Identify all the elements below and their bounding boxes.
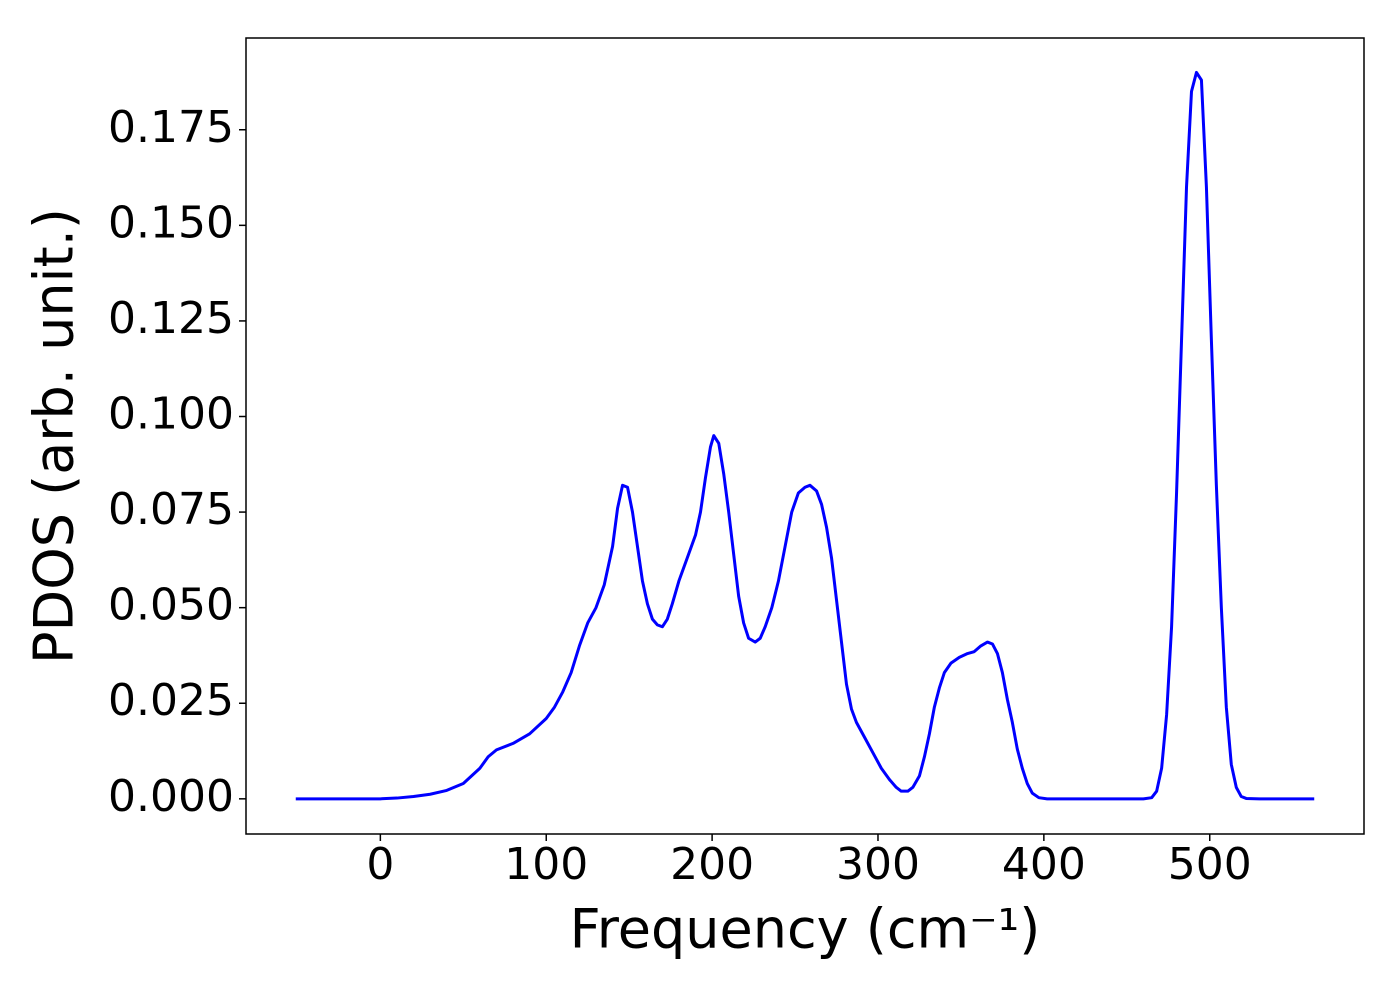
x-tick-label: 100 bbox=[504, 839, 588, 890]
x-tick-label: 400 bbox=[1002, 839, 1086, 890]
y-tick-label: 0.025 bbox=[108, 675, 234, 726]
plot-frame bbox=[245, 37, 1365, 835]
y-tick-label: 0.000 bbox=[108, 771, 234, 822]
y-tick-label: 0.150 bbox=[108, 197, 234, 248]
x-tick-label: 500 bbox=[1168, 839, 1252, 890]
y-axis-label: PDOS (arb. unit.) bbox=[23, 208, 86, 664]
x-axis-label: Frequency (cm⁻¹) bbox=[570, 898, 1041, 961]
x-tick-label: 300 bbox=[836, 839, 920, 890]
y-tick-label: 0.125 bbox=[108, 293, 234, 344]
y-tick-label: 0.175 bbox=[108, 102, 234, 153]
x-tick-label: 0 bbox=[366, 839, 394, 890]
y-tick-label: 0.050 bbox=[108, 580, 234, 631]
y-tick-label: 0.100 bbox=[108, 389, 234, 440]
x-tick-label: 200 bbox=[670, 839, 754, 890]
y-tick-label: 0.075 bbox=[108, 484, 234, 535]
line-series bbox=[295, 70, 1315, 801]
